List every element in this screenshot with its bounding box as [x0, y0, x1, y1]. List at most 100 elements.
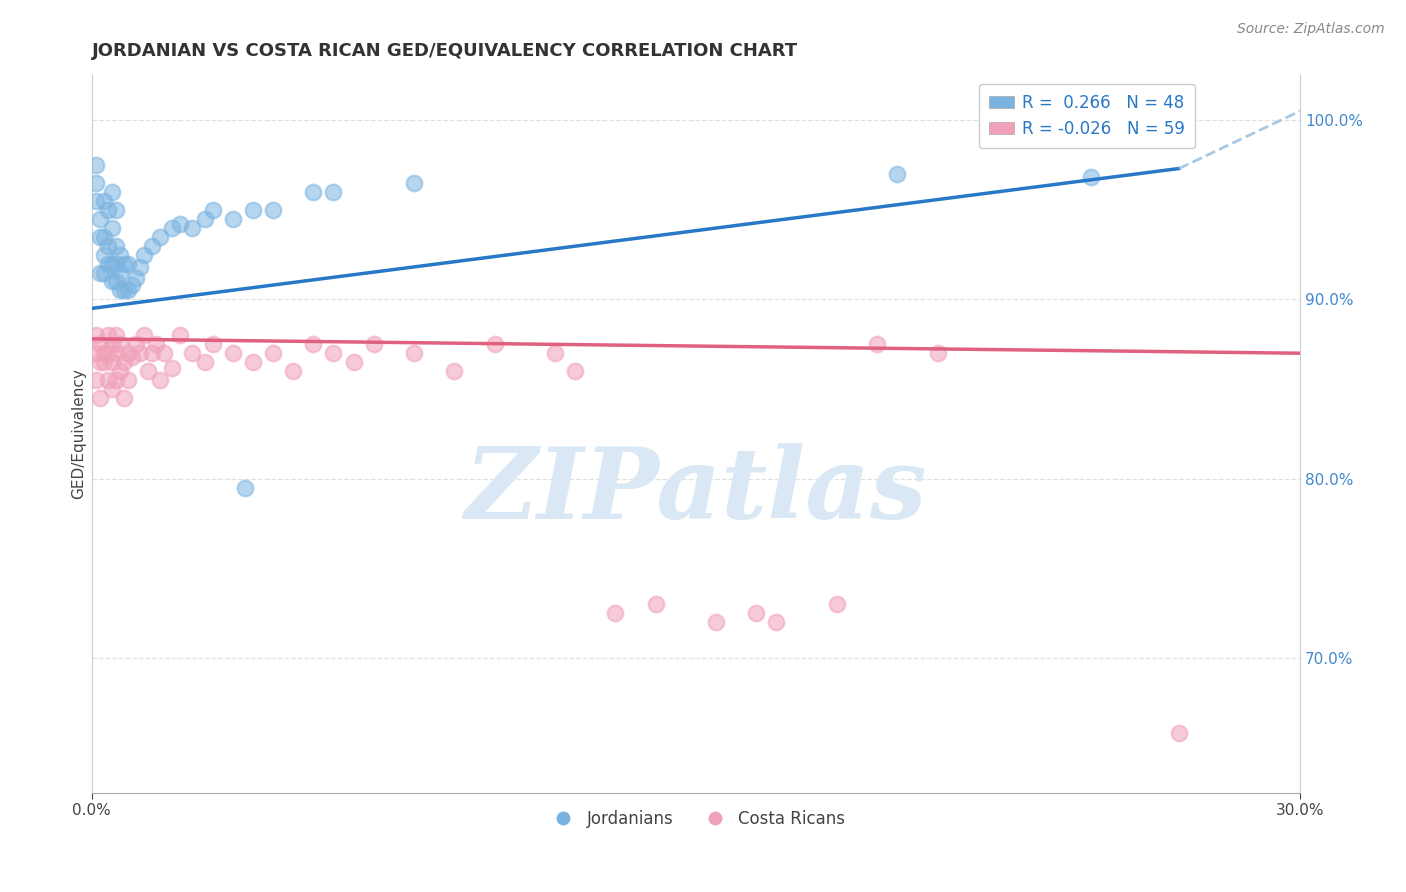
Point	[704, 615, 727, 630]
Point	[886, 167, 908, 181]
Point	[121, 350, 143, 364]
Point	[108, 265, 131, 279]
Point	[162, 220, 184, 235]
Point	[162, 360, 184, 375]
Point	[302, 185, 325, 199]
Point	[302, 337, 325, 351]
Point	[153, 346, 176, 360]
Point	[765, 615, 787, 630]
Point	[84, 158, 107, 172]
Point	[101, 337, 124, 351]
Point	[117, 256, 139, 270]
Point	[564, 364, 586, 378]
Point	[262, 202, 284, 217]
Point	[193, 211, 215, 226]
Point	[136, 364, 159, 378]
Text: JORDANIAN VS COSTA RICAN GED/EQUIVALENCY CORRELATION CHART: JORDANIAN VS COSTA RICAN GED/EQUIVALENCY…	[91, 42, 799, 60]
Legend: Jordanians, Costa Ricans: Jordanians, Costa Ricans	[540, 803, 852, 835]
Point	[108, 337, 131, 351]
Point	[93, 355, 115, 369]
Point	[262, 346, 284, 360]
Point	[101, 220, 124, 235]
Point	[104, 328, 127, 343]
Point	[104, 256, 127, 270]
Point	[104, 275, 127, 289]
Point	[201, 337, 224, 351]
Text: ZIPatlas: ZIPatlas	[465, 443, 927, 540]
Point	[222, 346, 245, 360]
Point	[181, 346, 204, 360]
Point	[97, 328, 120, 343]
Point	[402, 346, 425, 360]
Point	[101, 355, 124, 369]
Point	[84, 346, 107, 360]
Point	[233, 481, 256, 495]
Point	[193, 355, 215, 369]
Point	[101, 382, 124, 396]
Point	[169, 328, 191, 343]
Point	[93, 346, 115, 360]
Point	[242, 202, 264, 217]
Point	[84, 373, 107, 387]
Point	[342, 355, 364, 369]
Point	[117, 284, 139, 298]
Point	[97, 346, 120, 360]
Point	[89, 265, 111, 279]
Point	[84, 176, 107, 190]
Point	[866, 337, 889, 351]
Point	[363, 337, 385, 351]
Point	[121, 278, 143, 293]
Point	[149, 373, 172, 387]
Point	[141, 346, 163, 360]
Point	[89, 391, 111, 405]
Point	[125, 271, 148, 285]
Point	[104, 238, 127, 252]
Point	[169, 217, 191, 231]
Point	[84, 328, 107, 343]
Point	[605, 607, 627, 621]
Point	[108, 247, 131, 261]
Point	[181, 220, 204, 235]
Point	[484, 337, 506, 351]
Point	[93, 265, 115, 279]
Point	[101, 275, 124, 289]
Point	[93, 229, 115, 244]
Point	[322, 185, 344, 199]
Point	[112, 391, 135, 405]
Point	[283, 364, 305, 378]
Point	[112, 256, 135, 270]
Point	[104, 202, 127, 217]
Point	[145, 337, 167, 351]
Point	[242, 355, 264, 369]
Point	[89, 211, 111, 226]
Point	[97, 373, 120, 387]
Y-axis label: GED/Equivalency: GED/Equivalency	[72, 368, 86, 500]
Point	[322, 346, 344, 360]
Point	[544, 346, 567, 360]
Point	[97, 256, 120, 270]
Point	[93, 247, 115, 261]
Point	[93, 194, 115, 208]
Point	[101, 256, 124, 270]
Point	[129, 346, 152, 360]
Point	[101, 185, 124, 199]
Point	[108, 364, 131, 378]
Point	[825, 597, 848, 611]
Point	[117, 373, 139, 387]
Point	[112, 355, 135, 369]
Point	[222, 211, 245, 226]
Point	[927, 346, 949, 360]
Point	[97, 238, 120, 252]
Point	[125, 337, 148, 351]
Point	[97, 202, 120, 217]
Point	[644, 597, 666, 611]
Point	[149, 229, 172, 244]
Point	[201, 202, 224, 217]
Point	[745, 607, 768, 621]
Point	[134, 247, 156, 261]
Point	[443, 364, 465, 378]
Point	[1168, 726, 1191, 740]
Point	[112, 284, 135, 298]
Point	[108, 284, 131, 298]
Point	[89, 355, 111, 369]
